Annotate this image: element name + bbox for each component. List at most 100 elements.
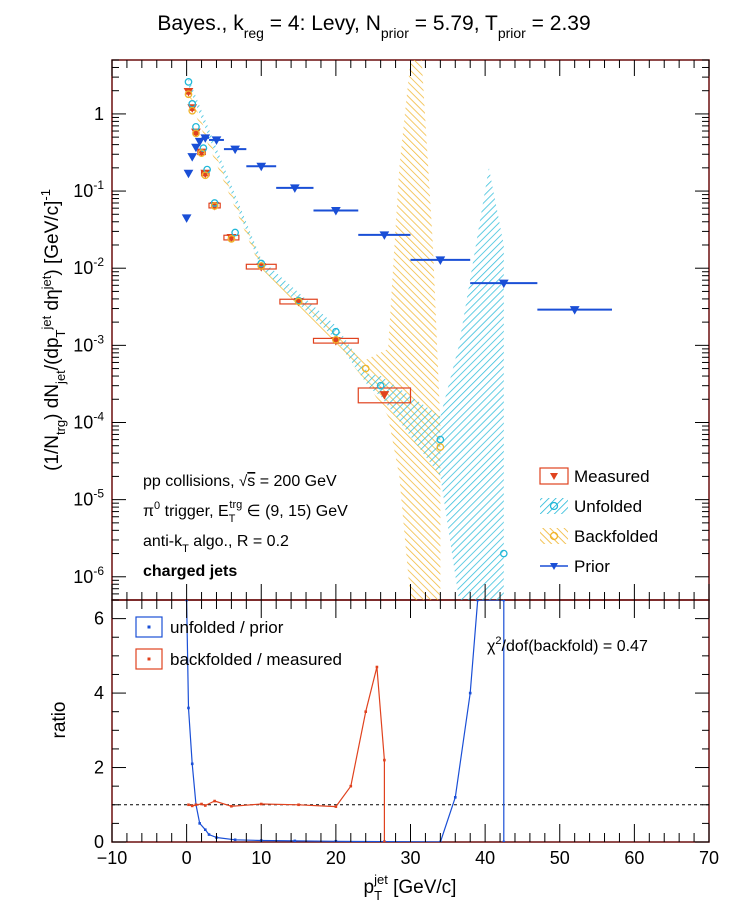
x-tick-label: 40 (475, 848, 495, 868)
annotation-line3: anti-kT algo., R = 0.2 (143, 533, 289, 555)
unfolded-prior-point (203, 828, 207, 832)
legend-label-unfolded-prior: unfolded / prior (170, 618, 284, 637)
unfolded-point (257, 259, 266, 268)
unfolded-prior-point (502, 840, 506, 842)
backfolded-measured-point (334, 805, 338, 808)
backfolded-point (294, 297, 303, 306)
backfolded-measured-point (364, 710, 368, 713)
y-tick-label: 10-4 (73, 409, 104, 432)
prior-point (183, 169, 194, 179)
legend-label-unfolded: Unfolded (574, 497, 642, 516)
x-tick-label: 30 (400, 848, 420, 868)
backfolded-measured-point (375, 665, 379, 669)
prior-point (435, 256, 446, 265)
unfolded-point (499, 549, 508, 558)
y-tick-label: 10-3 (73, 332, 104, 355)
legend-swatch-unfolded-prior (135, 616, 163, 638)
y-tick-label: 10-5 (73, 487, 104, 510)
backfolded-point (436, 443, 445, 451)
y-axis-label-top: (1/Ntrg) dNjet/(dpTjet dηjet) [GeV/c]-1 (38, 189, 68, 471)
y-tick-label: 10-1 (73, 178, 104, 201)
prior-point (187, 153, 198, 162)
backfolded-measured-point (190, 804, 194, 808)
backfolded-point (227, 235, 236, 243)
backfolded-point (184, 90, 193, 99)
prior-point (200, 134, 211, 143)
legend-marker-backfolded-measured (147, 657, 151, 661)
prior-point (498, 279, 509, 289)
backfolded-point (197, 149, 206, 158)
prior-point (230, 145, 240, 155)
unfolded-prior-point (233, 838, 237, 842)
backfolded-measured-point (203, 804, 207, 807)
annotation-line4: charged jets (143, 563, 237, 580)
legend-label-measured: Measured (574, 467, 650, 486)
backfolded-point (361, 364, 370, 373)
legend-label-prior: Prior (574, 557, 610, 576)
backfolded-point (188, 106, 197, 115)
unfolded-point (210, 199, 219, 207)
x-tick-label: −10 (97, 848, 128, 868)
chart-title: Bayes., kreg = 4: Levy, Nprior = 5.79, T… (157, 12, 590, 41)
unfolded-point (231, 228, 239, 237)
y-axis-label-bottom: ratio (49, 702, 70, 739)
unfolded-point (332, 327, 340, 336)
unfolded-band (188, 78, 504, 600)
backfolded-point (201, 171, 210, 180)
legend-swatch-backfolded (540, 528, 568, 544)
unfolded-prior-point (468, 691, 472, 695)
legend-label-backfolded-measured: backfolded / measured (170, 650, 342, 669)
unfolded-prior-point (453, 796, 457, 799)
backfolded-measured-point (297, 803, 300, 807)
x-tick-label: 60 (624, 848, 644, 868)
y-tick-label: 10-2 (73, 255, 104, 278)
ratio-y-tick-label: 2 (94, 758, 104, 778)
backfolded-measured-point (383, 758, 386, 762)
top-axes: 10-6 10-5 10-4 10-3 10-2 10-1 1 (73, 59, 710, 601)
unfolded-point (184, 78, 193, 86)
unfolded-prior-point (476, 600, 479, 602)
top-bands (188, 60, 504, 600)
ratio-y-tick-label: 4 (94, 683, 104, 703)
unfolded-prior-point (187, 706, 190, 710)
legend-marker-backfolded (549, 531, 559, 541)
prior-point (191, 143, 201, 153)
unfolded-point (199, 144, 208, 152)
unfolded-prior-point (198, 822, 201, 825)
ratio-y-tick-label: 6 (94, 609, 104, 629)
x-tick-label: 10 (251, 848, 271, 868)
backfolded-point (257, 262, 266, 270)
prior-point (256, 162, 267, 172)
x-tick-label: 70 (699, 848, 719, 868)
legend-marker-unfolded-prior (147, 625, 151, 629)
prior-point (181, 214, 192, 223)
legend-swatch-measured (539, 467, 569, 485)
measured-point (331, 337, 341, 346)
x-tick-label: 50 (550, 848, 570, 868)
ratio-y-tick-label: 0 (94, 832, 104, 852)
annotation-line2: π0 trigger, ETtrg ∈ (9, 15) GeV (143, 499, 348, 525)
y-tick-label: 10-6 (73, 564, 104, 587)
backfolded-measured-point (383, 840, 386, 842)
legend-marker-measured (550, 473, 558, 480)
backfolded-measured-point (230, 804, 233, 808)
measured-point (379, 391, 390, 400)
legend-swatch-backfolded-measured (135, 648, 163, 670)
legend-top: Measured Unfolded Backfolded Prior (539, 467, 658, 576)
measured-errorbox (357, 387, 412, 404)
unfolded-prior-point (190, 762, 194, 766)
y-tick-label: 1 (94, 104, 104, 124)
annotation-block: pp collisions, √s = 200 GeV π0 trigger, … (143, 473, 348, 580)
backfolded-measured-point (187, 803, 190, 807)
x-tick-label: 20 (326, 848, 346, 868)
x-axis-label: pTjet [GeV/c] (364, 872, 457, 903)
legend-swatch-unfolded (540, 498, 568, 514)
prior-point (331, 206, 341, 216)
legend-bottom: unfolded / prior backfolded / measured (135, 616, 342, 670)
backfolded-measured-point (259, 802, 263, 806)
prior-point (569, 306, 580, 315)
legend-marker-prior (550, 563, 558, 570)
chi2-text: χ2/dof(backfold) = 0.47 (487, 635, 648, 655)
